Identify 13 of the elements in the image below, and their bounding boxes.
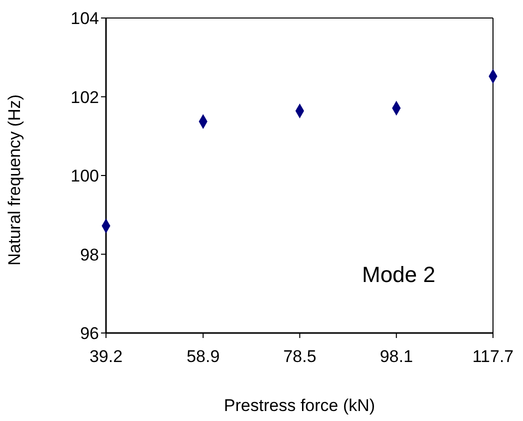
x-tick-label: 117.7 xyxy=(472,347,514,366)
x-tick-label: 39.2 xyxy=(89,347,123,366)
y-tick-label: 102 xyxy=(70,88,99,107)
y-tick-label: 98 xyxy=(80,245,99,264)
y-tick-label: 104 xyxy=(70,9,99,28)
x-tick-label: 78.5 xyxy=(283,347,316,366)
y-tick-label: 100 xyxy=(70,166,99,186)
x-tick-label: 98.1 xyxy=(380,347,413,366)
x-tick-label: 58.9 xyxy=(186,347,220,366)
y-tick-label: 96 xyxy=(80,324,99,344)
y-axis-title: Natural frequency (Hz) xyxy=(5,94,24,266)
x-axis-title: Prestress force (kN) xyxy=(224,396,376,415)
annotation: Mode 2 xyxy=(362,262,436,288)
